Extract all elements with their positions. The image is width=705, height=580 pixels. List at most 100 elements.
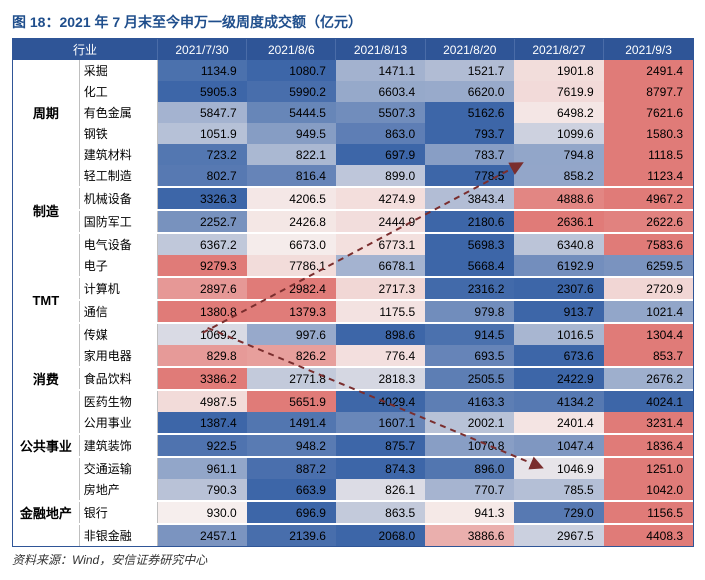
value-cell: 696.9: [247, 501, 336, 524]
table-row: 建筑装饰922.5948.2875.71070.81047.41836.4: [13, 434, 693, 457]
value-cell: 930.0: [157, 501, 246, 524]
industry-label: 食品饮料: [79, 367, 157, 390]
industry-label: 银行: [79, 501, 157, 524]
value-cell: 863.5: [336, 501, 425, 524]
value-cell: 6620.0: [425, 81, 514, 102]
value-cell: 5162.6: [425, 102, 514, 123]
table-row: 公共事业公用事业1387.41491.41607.12002.12401.432…: [13, 412, 693, 434]
figure-title: 图 18：2021 年 7 月末至今申万一级周度成交额（亿元）: [12, 12, 693, 32]
value-cell: 2180.6: [425, 210, 514, 233]
value-cell: 2636.1: [514, 210, 603, 233]
value-cell: 896.0: [425, 457, 514, 479]
value-cell: 3886.6: [425, 524, 514, 546]
sector-group: 周期采掘1134.91080.71471.11521.71901.82491.4…: [13, 60, 693, 165]
value-cell: 898.6: [336, 323, 425, 345]
sector-group: 公共事业公用事业1387.41491.41607.12002.12401.432…: [13, 412, 693, 479]
value-cell: 5990.2: [247, 81, 336, 102]
table-row: 医药生物4987.55651.94029.44163.34134.24024.1: [13, 390, 693, 412]
table-row: 周期采掘1134.91080.71471.11521.71901.82491.4: [13, 60, 693, 81]
value-cell: 3231.4: [604, 412, 693, 434]
value-cell: 802.7: [157, 165, 246, 187]
value-cell: 4967.2: [604, 187, 693, 210]
value-cell: 7786.1: [247, 255, 336, 277]
header-date: 2021/8/13: [336, 39, 425, 60]
value-cell: 1156.5: [604, 501, 693, 524]
value-cell: 6192.9: [514, 255, 603, 277]
value-cell: 4029.4: [336, 390, 425, 412]
value-cell: 941.3: [425, 501, 514, 524]
value-cell: 5444.5: [247, 102, 336, 123]
industry-label: 建筑材料: [79, 144, 157, 165]
industry-label: 国防军工: [79, 210, 157, 233]
value-cell: 887.2: [247, 457, 336, 479]
industry-label: 有色金属: [79, 102, 157, 123]
table-row: 建筑材料723.2822.1697.9783.7794.81118.5: [13, 144, 693, 165]
value-cell: 829.8: [157, 345, 246, 367]
value-cell: 4024.1: [604, 390, 693, 412]
industry-label: 传媒: [79, 323, 157, 345]
value-cell: 2491.4: [604, 60, 693, 81]
value-cell: 2897.6: [157, 277, 246, 300]
industry-label: 非银金融: [79, 524, 157, 546]
value-cell: 8797.7: [604, 81, 693, 102]
value-cell: 1046.9: [514, 457, 603, 479]
industry-label: 电子: [79, 255, 157, 277]
sector-label: 公共事业: [13, 412, 79, 479]
table-row: 银行930.0696.9863.5941.3729.01156.5: [13, 501, 693, 524]
value-cell: 6603.4: [336, 81, 425, 102]
value-cell: 1251.0: [604, 457, 693, 479]
value-cell: 6367.2: [157, 233, 246, 255]
value-cell: 922.5: [157, 434, 246, 457]
heatmap-table-wrap: 行业 2021/7/30 2021/8/6 2021/8/13 2021/8/2…: [12, 38, 694, 547]
value-cell: 3326.3: [157, 187, 246, 210]
sector-label: 金融地产: [13, 479, 79, 546]
value-cell: 4134.2: [514, 390, 603, 412]
value-cell: 5507.3: [336, 102, 425, 123]
value-cell: 822.1: [247, 144, 336, 165]
value-cell: 785.5: [514, 479, 603, 501]
value-cell: 875.7: [336, 434, 425, 457]
table-header: 行业 2021/7/30 2021/8/6 2021/8/13 2021/8/2…: [13, 39, 693, 60]
industry-label: 家用电器: [79, 345, 157, 367]
value-cell: 4163.3: [425, 390, 514, 412]
sector-group: TMT电子9279.37786.16678.15668.46192.96259.…: [13, 255, 693, 345]
value-cell: 5905.3: [157, 81, 246, 102]
value-cell: 770.7: [425, 479, 514, 501]
value-cell: 961.1: [157, 457, 246, 479]
value-cell: 3386.2: [157, 367, 246, 390]
value-cell: 874.3: [336, 457, 425, 479]
value-cell: 899.0: [336, 165, 425, 187]
value-cell: 979.8: [425, 300, 514, 323]
value-cell: 1380.8: [157, 300, 246, 323]
industry-label: 计算机: [79, 277, 157, 300]
value-cell: 9279.3: [157, 255, 246, 277]
value-cell: 2967.5: [514, 524, 603, 546]
table-row: TMT电子9279.37786.16678.15668.46192.96259.…: [13, 255, 693, 277]
value-cell: 3843.4: [425, 187, 514, 210]
value-cell: 5651.9: [247, 390, 336, 412]
value-cell: 5698.3: [425, 233, 514, 255]
value-cell: 2139.6: [247, 524, 336, 546]
value-cell: 1070.8: [425, 434, 514, 457]
value-cell: 853.7: [604, 345, 693, 367]
value-cell: 2002.1: [425, 412, 514, 434]
value-cell: 2422.9: [514, 367, 603, 390]
industry-label: 交通运输: [79, 457, 157, 479]
industry-label: 钢铁: [79, 123, 157, 144]
value-cell: 4408.3: [604, 524, 693, 546]
value-cell: 673.6: [514, 345, 603, 367]
value-cell: 7621.6: [604, 102, 693, 123]
value-cell: 723.2: [157, 144, 246, 165]
value-cell: 1047.4: [514, 434, 603, 457]
value-cell: 697.9: [336, 144, 425, 165]
header-industry: 行业: [13, 39, 157, 60]
sector-label: 周期: [13, 60, 79, 165]
table-row: 消费家用电器829.8826.2776.4693.5673.6853.7: [13, 345, 693, 367]
value-cell: 1387.4: [157, 412, 246, 434]
value-cell: 2457.1: [157, 524, 246, 546]
value-cell: 2622.6: [604, 210, 693, 233]
value-cell: 948.2: [247, 434, 336, 457]
value-cell: 1836.4: [604, 434, 693, 457]
value-cell: 6340.8: [514, 233, 603, 255]
value-cell: 1607.1: [336, 412, 425, 434]
